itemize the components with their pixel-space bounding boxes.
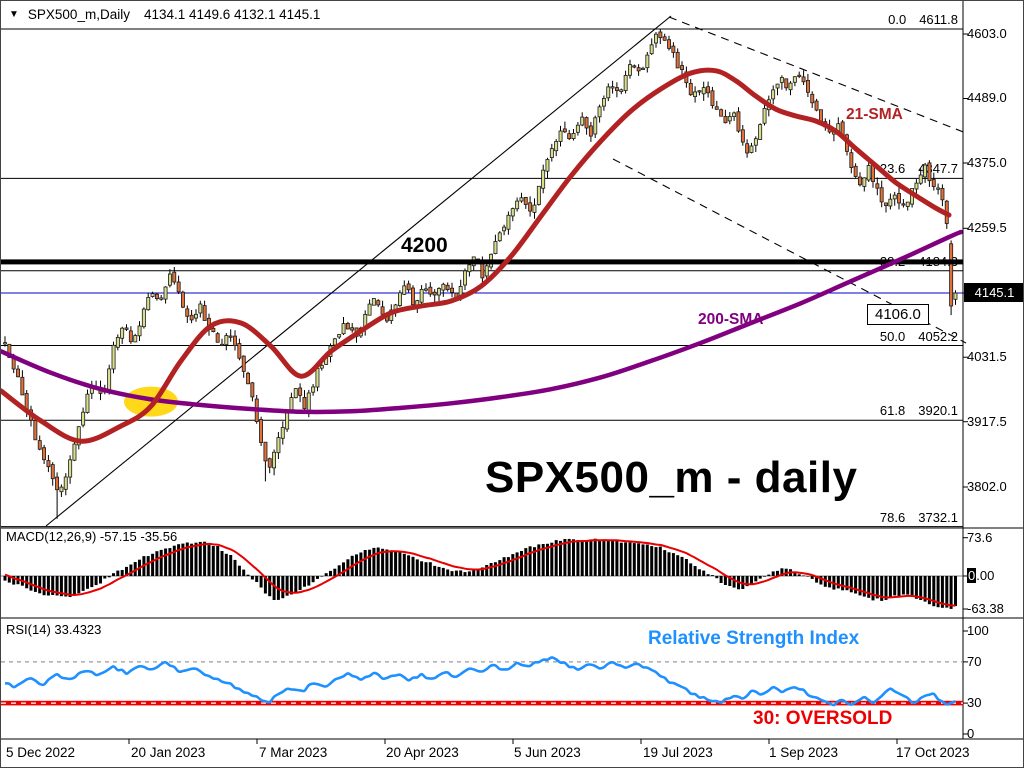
price-axis-label-3: 4259.5 [967, 220, 1007, 236]
rsi-axis-label-0: 100 [967, 623, 989, 638]
sma21-label: 21-SMA [846, 106, 903, 123]
rsi-axis-label-1: 70 [967, 653, 982, 669]
fib-ratio: 50.0 [879, 328, 906, 344]
fib-ratio: 23.6 [879, 161, 906, 177]
price-axis-label-0: 4603.0 [967, 26, 1007, 41]
fib-ratio: 61.8 [879, 403, 906, 419]
price-axis-label-1: 4489.0 [967, 90, 1007, 106]
rsi-title-annotation: Relative Strength Index [648, 628, 860, 649]
rsi-indicator-header: RSI(14) 33.4323 [6, 622, 102, 637]
fib-label-78.6: 78.6 3732.1 [831, 510, 958, 526]
fib-price: 3920.1 [918, 403, 958, 419]
date-label-1: 20 Jan 2023 [131, 745, 206, 760]
fib-price: 4347.7 [918, 161, 958, 177]
date-label-0: 5 Dec 2022 [6, 745, 76, 760]
date-label-4: 5 Jun 2023 [514, 745, 581, 760]
macd-zero-rest: .00 [976, 568, 995, 583]
fib-price: 3732.1 [918, 509, 958, 525]
macd-zero-tag: 0.00 [967, 568, 994, 584]
macd-indicator-header: MACD(12,26,9) -57.15 -35.56 [6, 529, 178, 544]
date-label-5: 19 Jul 2023 [643, 745, 713, 760]
key-low-label-box: 4106.0 [867, 304, 929, 325]
rsi-axis-label-3: 0 [967, 726, 975, 741]
date-label-3: 20 Apr 2023 [386, 745, 459, 760]
symbol-title: ▼ SPX500_m,Daily 4134.1 4149.6 4132.1 41… [9, 7, 320, 22]
date-label-7: 17 Oct 2023 [896, 745, 970, 760]
macd-axis-upper: 73.6 [967, 529, 993, 545]
price-axis-label-4: 4031.5 [967, 349, 1007, 365]
price-axis-label-5: 3917.5 [967, 413, 1007, 429]
fib-price: 4611.8 [919, 12, 958, 28]
fib-label-50.0: 50.0 4052.2 [831, 329, 958, 345]
price-axis-label-2: 4375.0 [967, 154, 1007, 170]
macd-zero-box: 0 [967, 568, 977, 583]
current-price-tag: 4145.1 [964, 283, 1023, 303]
fib-ratio: 0.0 [888, 12, 907, 28]
fib-label-0.0: 0.0 4611.8 [831, 12, 958, 28]
sma200-label: 200-SMA [698, 311, 764, 328]
date-label-6: 1 Sep 2023 [769, 745, 839, 760]
date-label-2: 7 Mar 2023 [259, 745, 328, 760]
expand-ohlc-arrow-icon[interactable]: ▼ [9, 8, 19, 20]
symbol-period-label: SPX500_m,Daily [27, 7, 130, 22]
fib-label-23.6: 23.6 4347.7 [831, 161, 958, 177]
fib-price: 4052.2 [918, 328, 958, 344]
price-axis-label-6: 3802.0 [967, 479, 1007, 495]
rsi-axis-label-2: 30 [967, 695, 982, 711]
support-level-label: 4200 [401, 234, 448, 257]
fib-label-61.8: 61.8 3920.1 [831, 403, 958, 419]
fib-price: 4184.3 [918, 253, 958, 269]
fib-ratio: 38.2 [879, 253, 906, 269]
fib-ratio: 78.6 [879, 509, 906, 525]
watermark-symbol-label: SPX500_m - daily [485, 453, 858, 502]
macd-axis-lower: -63.38 [967, 600, 1004, 616]
fib-label-38.2: 38.2 4184.3 [831, 254, 958, 270]
ohlc-values: 4134.1 4149.6 4132.1 4145.1 [143, 7, 321, 22]
oversold-annotation: 30: OVERSOLD [753, 708, 893, 729]
